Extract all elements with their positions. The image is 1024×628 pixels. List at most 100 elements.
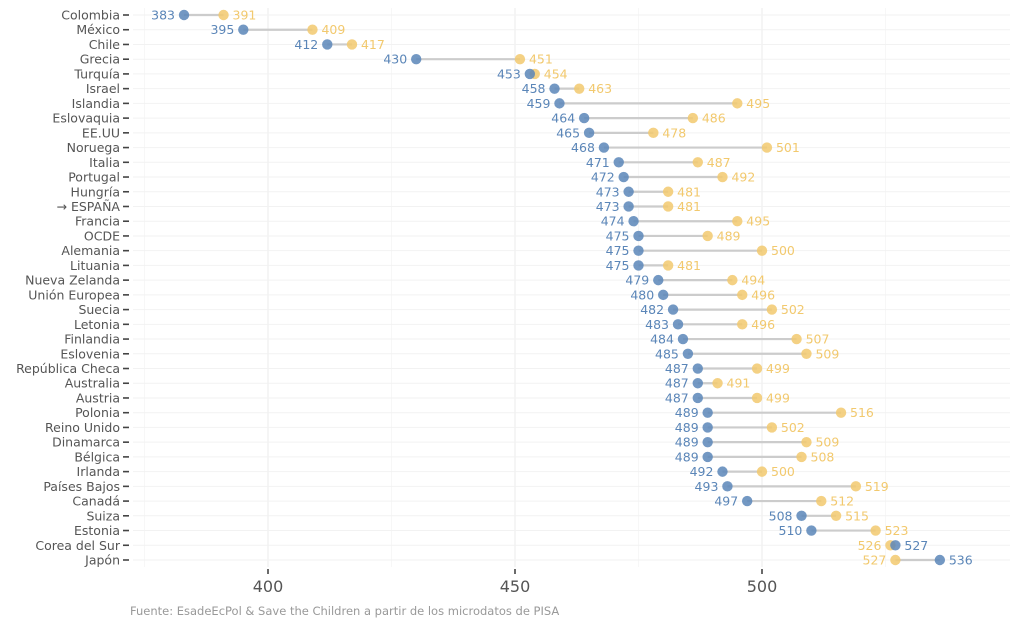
blue-point [672, 319, 684, 330]
yellow-point [346, 39, 358, 50]
blue-value-label: 508 [769, 508, 793, 523]
yellow-point [307, 24, 318, 35]
yellow-point [766, 422, 778, 433]
dumbbell-row: 464 486 [551, 111, 725, 126]
blue-value-label: 464 [551, 111, 575, 126]
dumbbell-row: 485 509 [655, 346, 839, 361]
blue-value-label: 480 [630, 287, 654, 302]
dumbbell-row: 475 481 [606, 258, 701, 273]
dumbbell-row: 487 491 [665, 376, 750, 391]
dumbbell-row: 508 515 [769, 508, 869, 523]
blue-point [613, 157, 624, 168]
blue-point [702, 436, 713, 448]
blue-value-label: 430 [383, 52, 407, 67]
yellow-value-label: 417 [361, 37, 385, 52]
blue-point [322, 39, 333, 50]
yellow-point [717, 171, 728, 183]
y-tick-label: Países Bajos [43, 479, 120, 494]
y-tick-label: OCDE [84, 228, 120, 243]
yellow-point [756, 466, 768, 477]
yellow-value-label: 494 [741, 273, 765, 288]
yellow-value-label: 487 [707, 155, 731, 170]
yellow-value-label: 481 [677, 258, 701, 273]
yellow-value-label: 492 [731, 170, 755, 185]
blue-value-label: 536 [949, 553, 973, 568]
x-tick-label: 500 [747, 577, 778, 596]
yellow-point [801, 348, 812, 359]
blue-value-label: 489 [675, 420, 699, 435]
dumbbell-row: 453 454 [497, 66, 568, 81]
blue-value-label: 487 [665, 390, 689, 405]
blue-point [578, 112, 590, 124]
yellow-value-label: 391 [233, 8, 257, 23]
y-tick-label: México [76, 22, 120, 37]
y-tick-label: Turquía [73, 66, 120, 81]
dumbbell-row: 395 409 [210, 22, 345, 37]
yellow-value-label: 500 [771, 464, 795, 479]
blue-point [524, 68, 536, 80]
y-tick-label: Nueva Zelanda [25, 273, 120, 288]
dumbbell-row: 483 496 [645, 317, 775, 332]
y-tick-label: Estonia [74, 523, 120, 538]
y-tick-label: República Checa [16, 361, 120, 376]
blue-value-label: 459 [527, 96, 551, 111]
blue-value-label: 484 [650, 332, 674, 347]
yellow-point [687, 112, 699, 124]
blue-point [653, 274, 664, 286]
dumbbell-row: 489 508 [675, 449, 835, 464]
blue-point [178, 9, 190, 21]
blue-value-label: 465 [556, 125, 580, 140]
yellow-value-label: 502 [781, 420, 805, 435]
dumbbell-row: 412 417 [294, 37, 384, 52]
yellow-value-label: 495 [746, 96, 770, 111]
blue-value-label: 483 [645, 317, 669, 332]
y-tick-label: Islandia [72, 96, 120, 111]
dumbbell-row: 487 499 [665, 390, 790, 405]
yellow-point [890, 554, 901, 566]
yellow-point [648, 127, 659, 139]
yellow-point [751, 363, 763, 374]
y-tick-label: Grecia [80, 52, 120, 67]
y-tick-label: Bélgica [74, 449, 120, 464]
yellow-point [761, 142, 773, 153]
y-tick-label: Noruega [67, 140, 120, 155]
dumbbell-row: 475 489 [606, 228, 741, 243]
yellow-point [791, 333, 802, 345]
blue-value-label: 395 [210, 22, 234, 37]
y-tick-label: Colombia [61, 8, 120, 23]
y-tick-label: Reino Unido [45, 420, 120, 435]
blue-value-label: 475 [606, 258, 630, 273]
x-tick-label: 400 [253, 577, 284, 596]
blue-point [741, 495, 753, 507]
dumbbell-row: 459 495 [527, 96, 771, 111]
y-tick-label: Italia [89, 155, 120, 170]
blue-point [702, 407, 713, 418]
blue-point [702, 422, 713, 433]
yellow-value-label: 499 [766, 361, 790, 376]
y-tick-label: Canadá [72, 494, 120, 509]
y-tick-label: Unión Europea [28, 287, 120, 302]
yellow-point [737, 319, 748, 330]
y-tick-label: Finlandia [64, 332, 120, 347]
yellow-value-label: 491 [727, 376, 751, 391]
dumbbell-row: 473 481 [596, 199, 701, 214]
blue-point [682, 348, 694, 359]
blue-point [628, 216, 639, 227]
blue-point [549, 83, 560, 94]
blue-point [618, 171, 629, 183]
yellow-point [870, 525, 881, 536]
blue-value-label: 468 [571, 140, 595, 155]
yellow-point [835, 407, 847, 418]
yellow-value-label: 481 [677, 184, 701, 199]
blue-point [583, 127, 595, 139]
yellow-point [712, 378, 723, 389]
dumbbell-row: 430 451 [383, 52, 552, 67]
blue-value-label: 458 [522, 81, 546, 96]
blue-point [623, 186, 634, 197]
y-tick-label: EE.UU [82, 125, 120, 140]
blue-value-label: 489 [675, 405, 699, 420]
dumbbell-row: 536 527 [863, 553, 973, 568]
yellow-point [732, 98, 743, 109]
blue-point [692, 392, 703, 404]
yellow-value-label: 508 [811, 449, 835, 464]
